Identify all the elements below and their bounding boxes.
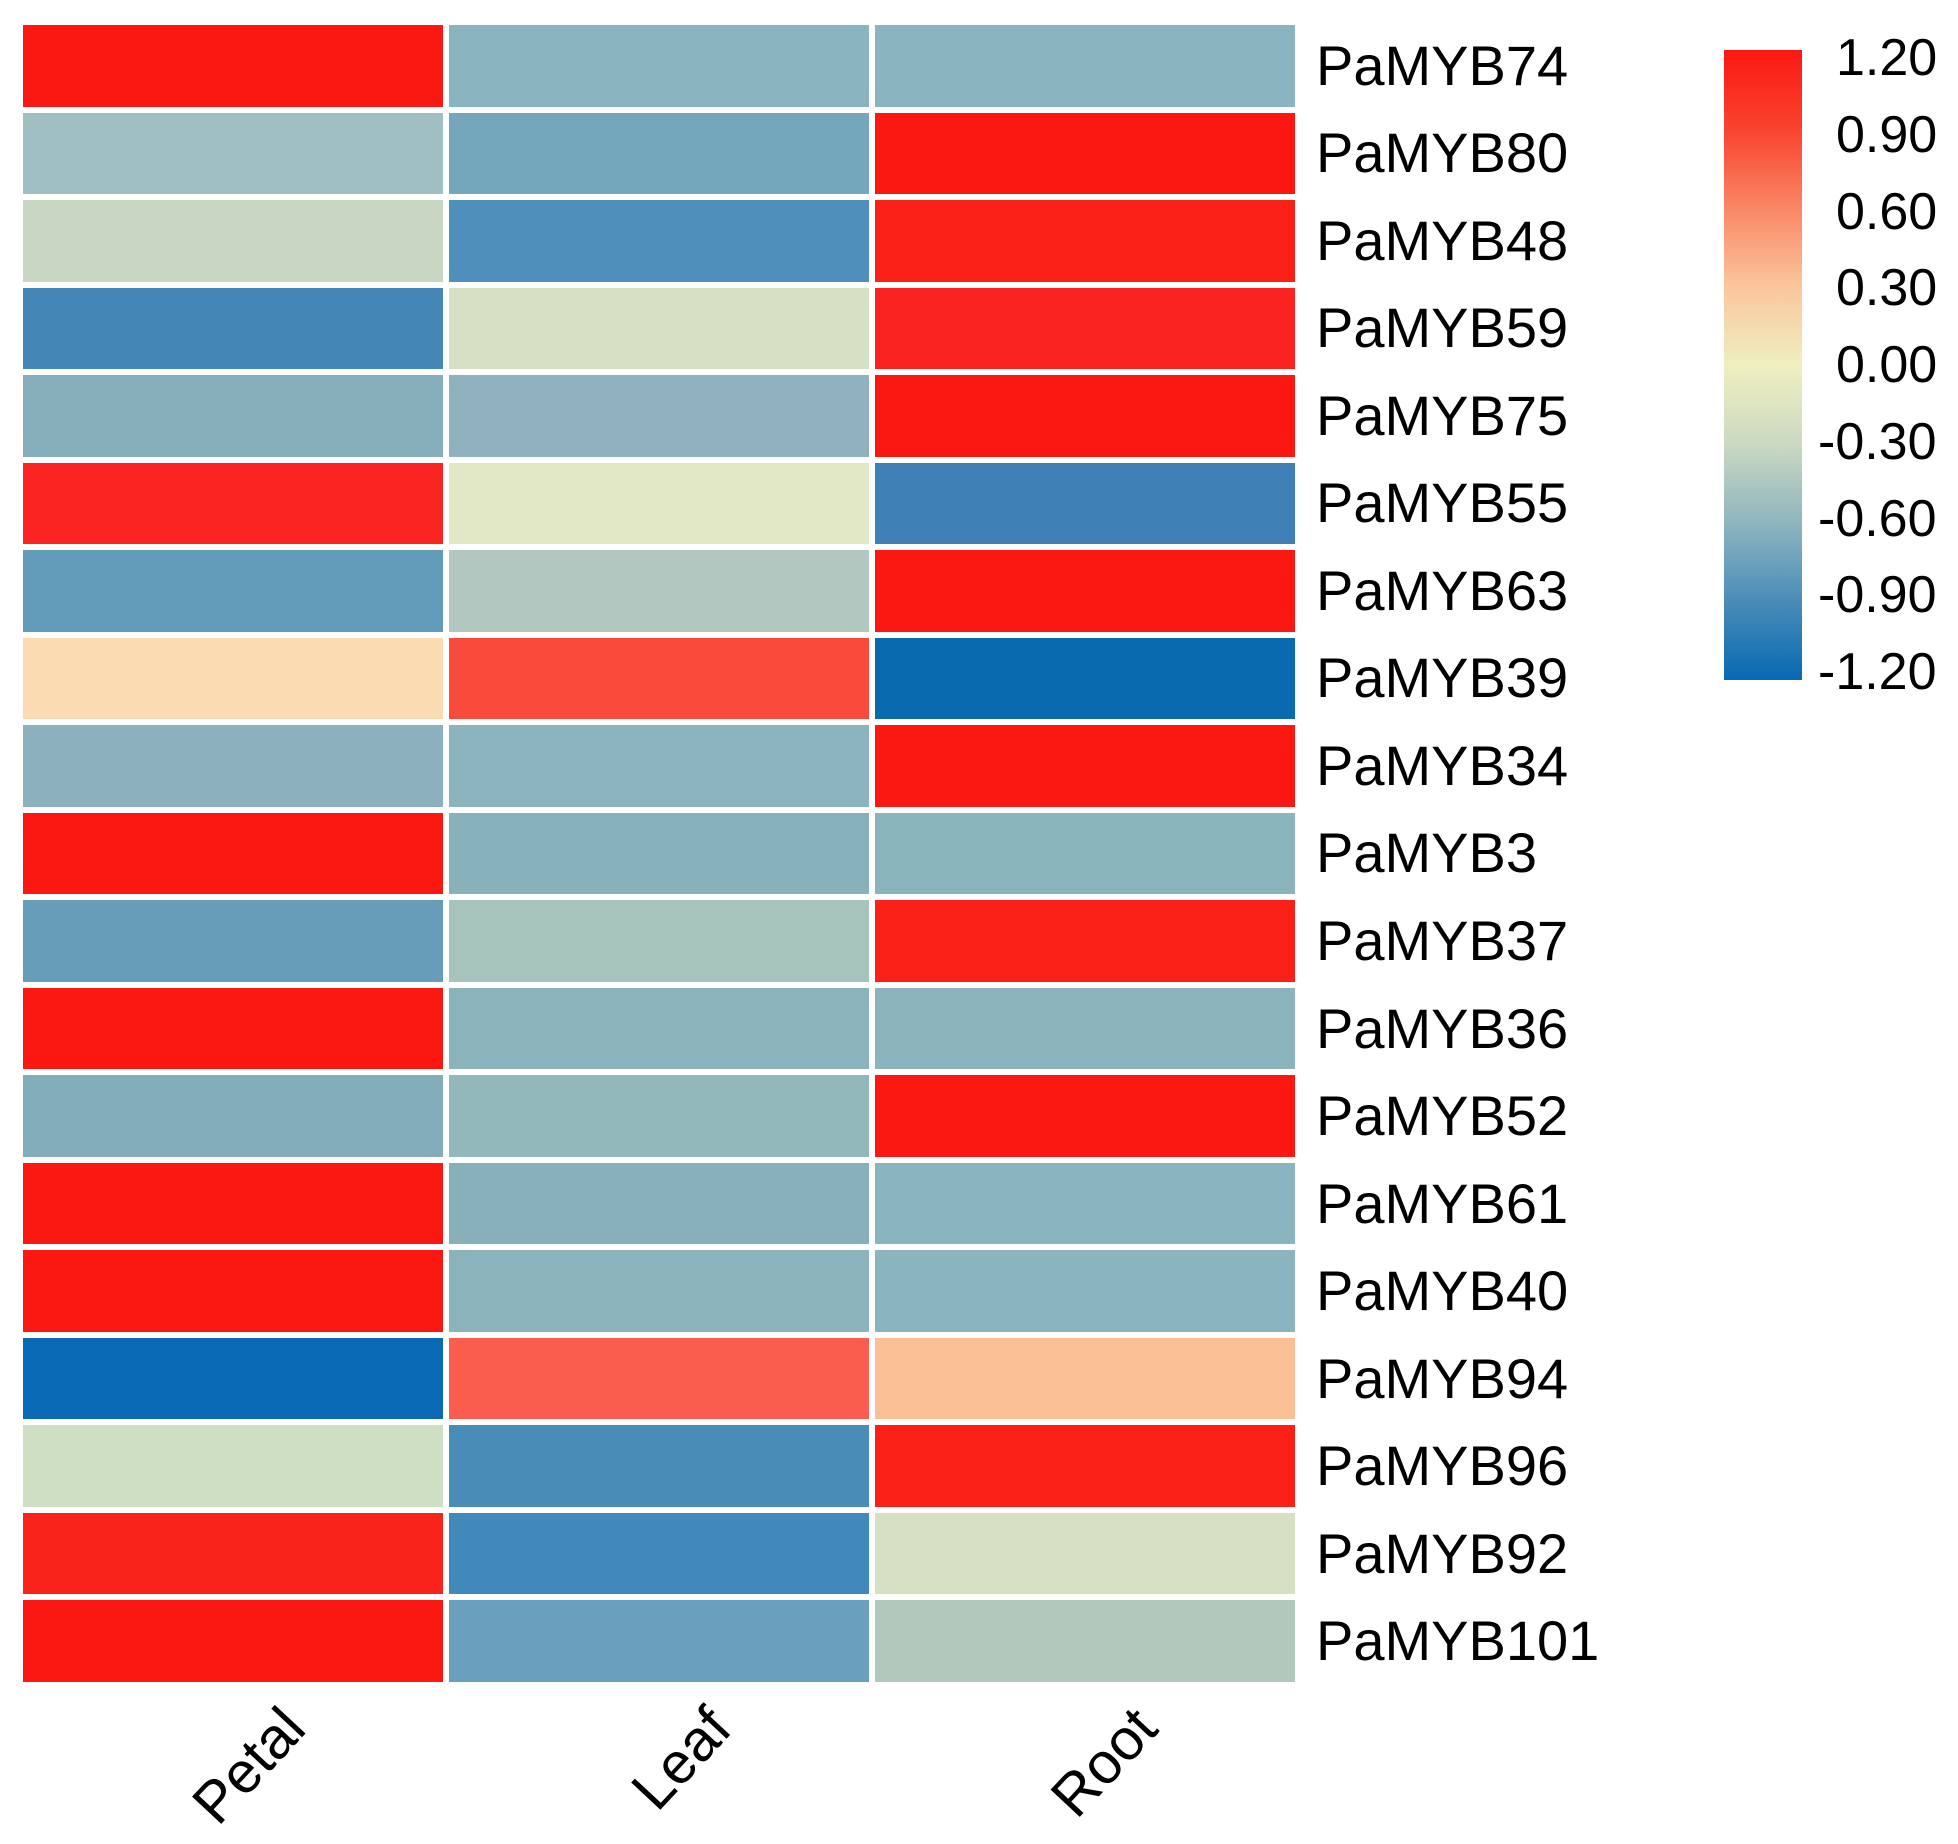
colorbar-tick-label: -0.90 (1818, 566, 1937, 625)
heatmap-cell-PaMYB101-Root (875, 1600, 1295, 1682)
row-label: PaMYB3 (1316, 821, 1537, 885)
heatmap-cell-PaMYB40-Root (875, 1250, 1295, 1332)
heatmap-cell-PaMYB96-Leaf (449, 1425, 869, 1507)
heatmap-cell-PaMYB39-Root (875, 637, 1295, 720)
heatmap-cell-PaMYB3-Leaf (449, 812, 869, 895)
heatmap-cell-PaMYB36-Leaf (449, 987, 869, 1070)
colorbar-tick-label: 0.30 (1836, 259, 1938, 318)
heatmap-cell-PaMYB55-Root (875, 462, 1295, 545)
heatmap-cell-PaMYB37-Root (875, 900, 1295, 982)
heatmap-cell-PaMYB74-Petal (23, 25, 443, 107)
row-label: PaMYB61 (1316, 1171, 1569, 1235)
heatmap-cell-PaMYB39-Petal (23, 637, 443, 720)
heatmap-cell-PaMYB37-Petal (23, 900, 443, 982)
row-label: PaMYB92 (1316, 1521, 1569, 1585)
heatmap-cell-PaMYB63-Root (875, 550, 1295, 632)
row-label-column: PaMYB74 PaMYB80 PaMYB48 PaMYB59 PaMYB75 PaMYB… (1316, 25, 1646, 1682)
colorbar-tick-label: 0.00 (1836, 336, 1938, 394)
row-label: PaMYB52 (1316, 1084, 1569, 1148)
heatmap-cell-PaMYB48-Petal (23, 200, 443, 282)
row-label: PaMYB36 (1316, 996, 1569, 1060)
row-label: PaMYB40 (1316, 1259, 1569, 1323)
x-axis-label-leaf: Leaf (619, 1695, 744, 1823)
heatmap-cell-PaMYB63-Leaf (449, 550, 869, 632)
heatmap-cell-PaMYB94-Root (875, 1337, 1295, 1420)
heatmap-cell-PaMYB52-Petal (23, 1075, 443, 1157)
row-label: PaMYB55 (1316, 471, 1569, 535)
heatmap-cell-PaMYB74-Root (875, 25, 1295, 107)
heatmap-cell-PaMYB36-Root (875, 987, 1295, 1070)
heatmap-cell-PaMYB75-Petal (23, 375, 443, 457)
row-label: PaMYB39 (1316, 646, 1569, 710)
heatmap-cell-PaMYB96-Petal (23, 1425, 443, 1507)
heatmap-cell-PaMYB59-Leaf (449, 287, 869, 370)
colorbar-tick-label: 0.60 (1836, 182, 1938, 241)
heatmap-cell-PaMYB75-Root (875, 375, 1295, 457)
heatmap-cell-PaMYB39-Leaf (449, 637, 869, 720)
heatmap-cell-PaMYB80-Petal (23, 112, 443, 195)
heatmap-cell-PaMYB94-Leaf (449, 1337, 869, 1420)
heatmap-cell-PaMYB59-Root (875, 287, 1295, 370)
colorbar-gradient (1724, 50, 1802, 680)
row-label: PaMYB34 (1316, 733, 1569, 797)
row-label: PaMYB96 (1316, 1434, 1569, 1498)
row-label: PaMYB74 (1316, 33, 1569, 97)
heatmap-cell-PaMYB52-Leaf (449, 1075, 869, 1157)
heatmap-cell-PaMYB101-Leaf (449, 1600, 869, 1682)
row-label: PaMYB63 (1316, 558, 1569, 622)
heatmap-cell-PaMYB55-Leaf (449, 462, 869, 545)
heatmap-cell-PaMYB48-Leaf (449, 200, 869, 282)
row-label: PaMYB59 (1316, 296, 1569, 360)
heatmap-grid (23, 25, 1295, 1682)
row-label: PaMYB80 (1316, 121, 1569, 185)
x-axis-label-root: Root (1038, 1695, 1170, 1830)
colorbar-tick-label: 0.90 (1836, 105, 1938, 164)
heatmap-cell-PaMYB36-Petal (23, 987, 443, 1070)
heatmap-cell-PaMYB40-Petal (23, 1250, 443, 1332)
heatmap-cell-PaMYB34-Root (875, 725, 1295, 807)
heatmap-cell-PaMYB59-Petal (23, 287, 443, 370)
heatmap-cell-PaMYB92-Root (875, 1512, 1295, 1595)
heatmap-cell-PaMYB96-Root (875, 1425, 1295, 1507)
heatmap-cell-PaMYB101-Petal (23, 1600, 443, 1682)
heatmap-cell-PaMYB80-Leaf (449, 112, 869, 195)
row-label: PaMYB48 (1316, 208, 1569, 272)
heatmap-cell-PaMYB34-Leaf (449, 725, 869, 807)
heatmap-cell-PaMYB61-Leaf (449, 1162, 869, 1245)
heatmap-cell-PaMYB3-Petal (23, 812, 443, 895)
row-label: PaMYB101 (1316, 1609, 1600, 1673)
heatmap-cell-PaMYB92-Petal (23, 1512, 443, 1595)
heatmap-cell-PaMYB94-Petal (23, 1337, 443, 1420)
heatmap-cell-PaMYB55-Petal (23, 462, 443, 545)
colorbar-tick-label: -1.20 (1818, 643, 1937, 701)
heatmap-cell-PaMYB48-Root (875, 200, 1295, 282)
heatmap-cell-PaMYB92-Leaf (449, 1512, 869, 1595)
row-label: PaMYB94 (1316, 1346, 1569, 1410)
heatmap-cell-PaMYB3-Root (875, 812, 1295, 895)
x-axis-label-petal: Petal (179, 1695, 318, 1837)
heatmap-cell-PaMYB80-Root (875, 112, 1295, 195)
heatmap-cell-PaMYB61-Root (875, 1162, 1295, 1245)
heatmap-cell-PaMYB63-Petal (23, 550, 443, 632)
row-label: PaMYB75 (1316, 383, 1569, 447)
colorbar-tick-label: -0.60 (1818, 489, 1937, 548)
colorbar-tick-label: 1.20 (1836, 29, 1938, 87)
heatmap-cell-PaMYB61-Petal (23, 1162, 443, 1245)
heatmap-cell-PaMYB52-Root (875, 1075, 1295, 1157)
heatmap-cell-PaMYB75-Leaf (449, 375, 869, 457)
colorbar-tick-label: -0.30 (1818, 412, 1937, 471)
heatmap-cell-PaMYB74-Leaf (449, 25, 869, 107)
heatmap-cell-PaMYB34-Petal (23, 725, 443, 807)
heatmap-cell-PaMYB37-Leaf (449, 900, 869, 982)
heatmap-cell-PaMYB40-Leaf (449, 1250, 869, 1332)
row-label: PaMYB37 (1316, 909, 1569, 973)
